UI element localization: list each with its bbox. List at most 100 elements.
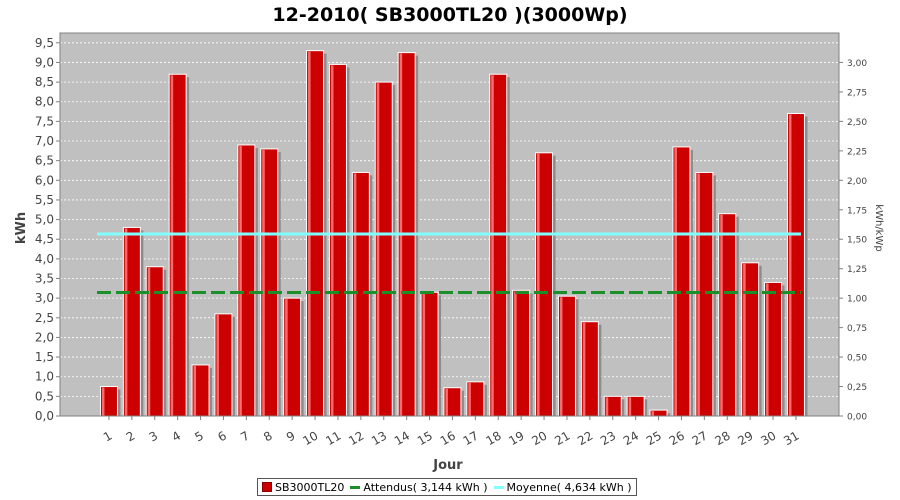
bar-highlight (491, 75, 494, 416)
bar-highlight (788, 114, 792, 417)
x-tick-label: 25 (644, 428, 664, 448)
x-tick-label: 12 (346, 428, 366, 448)
bar-highlight (468, 382, 471, 416)
y-tick-label: 5,5 (35, 193, 54, 207)
x-tick-label: 3 (147, 428, 161, 444)
bar-highlight (605, 397, 609, 416)
x-tick-label: 29 (735, 428, 755, 448)
x-tick-label: 26 (667, 428, 687, 448)
x-tick-label: 21 (552, 428, 572, 448)
legend-item-production: SB3000TL20 (262, 481, 344, 494)
legend-item-expected: Attendus( 3,144 kWh ) (350, 480, 488, 494)
bar-highlight (101, 387, 105, 416)
bar-highlight (674, 147, 677, 416)
x-tick-label: 6 (215, 428, 229, 444)
y2-tick-label: 0,25 (847, 383, 867, 393)
y-tick-label: 8,5 (35, 75, 54, 89)
bar-highlight (170, 75, 174, 416)
bar-highlight (216, 314, 219, 416)
y-tick-label: 0,5 (35, 389, 54, 403)
y-tick-label: 6,0 (35, 173, 54, 187)
x-tick-label: 27 (690, 428, 710, 448)
y-tick-label: 5,0 (35, 213, 54, 227)
bar-highlight (582, 322, 586, 416)
bar-highlight (445, 388, 448, 416)
chart-title: 12-2010( SB3000TL20 )(3000Wp) (272, 4, 627, 26)
bar-highlight (720, 214, 723, 416)
legend: SB3000TL20 Attendus( 3,144 kWh ) Moyenne… (257, 478, 637, 496)
y-tick-label: 3,0 (35, 291, 54, 305)
bar-highlight (239, 145, 242, 416)
x-tick-label: 2 (124, 428, 138, 444)
y-tick-label: 6,5 (35, 154, 54, 168)
x-tick-label: 10 (300, 428, 320, 448)
legend-swatch-production (262, 482, 272, 492)
x-tick-label: 17 (461, 428, 481, 448)
bar-highlight (766, 283, 769, 416)
y-tick-label: 0,0 (35, 409, 54, 423)
y2-tick-label: 1,50 (847, 236, 867, 246)
x-tick-label: 19 (506, 428, 526, 448)
bar-highlight (422, 293, 426, 416)
y-tick-label: 4,0 (35, 252, 54, 266)
x-tick-label: 22 (575, 428, 595, 448)
y-tick-label: 1,5 (35, 350, 54, 364)
y2-tick-label: 1,25 (847, 265, 867, 275)
bar-highlight (628, 397, 632, 416)
bar-highlight (559, 297, 563, 416)
bar-highlight (514, 291, 517, 416)
x-tick-label: 4 (170, 428, 184, 444)
x-tick-label: 13 (369, 428, 389, 448)
y-tick-label: 9,5 (35, 36, 54, 50)
bar-highlight (651, 411, 655, 416)
legend-label-average: Moyenne( 4,634 kWh ) (506, 480, 632, 494)
legend-label-expected: Attendus( 3,144 kWh ) (363, 480, 488, 494)
x-tick-label: 7 (238, 428, 252, 444)
bar-highlight (147, 267, 151, 416)
legend-label-production: SB3000TL20 (275, 480, 345, 494)
y-tick-label: 8,0 (35, 95, 54, 109)
x-tick-label: 28 (713, 428, 733, 448)
y2-tick-label: 2,00 (847, 177, 867, 187)
bar-highlight (376, 83, 380, 416)
legend-swatch-expected (350, 485, 361, 489)
y-tick-label: 3,5 (35, 272, 54, 286)
x-tick-label: 9 (284, 428, 298, 444)
bar-highlight (262, 149, 265, 416)
bar-highlight (124, 228, 128, 416)
y2-tick-label: 2,75 (847, 88, 867, 98)
y2-tick-label: 2,50 (847, 118, 867, 128)
bar-highlight (193, 365, 197, 416)
legend-swatch-average (493, 485, 504, 489)
bar-highlight (330, 65, 334, 416)
y-tick-label: 2,5 (35, 311, 54, 325)
x-tick-label: 15 (415, 428, 435, 448)
bar-highlight (743, 263, 746, 416)
x-tick-label: 24 (621, 428, 641, 448)
x-tick-label: 11 (323, 428, 343, 448)
y2-tick-label: 3,00 (847, 59, 867, 69)
y-tick-label: 7,5 (35, 114, 54, 128)
bar-highlight (537, 153, 540, 417)
x-axis-label: Jour (432, 458, 463, 473)
bar-highlight (285, 299, 288, 416)
x-tick-label: 20 (529, 428, 549, 448)
legend-item-average: Moyenne( 4,634 kWh ) (493, 480, 632, 494)
y2-tick-label: 0,50 (847, 354, 867, 364)
y-tick-label: 9,0 (35, 55, 54, 69)
y2-tick-label: 2,25 (847, 147, 867, 157)
x-tick-label: 23 (598, 428, 618, 448)
y-tick-label: 4,5 (35, 232, 54, 246)
x-tick-label: 1 (101, 428, 115, 444)
y-axis-label: kWh (14, 212, 29, 244)
x-tick-label: 30 (758, 428, 778, 448)
y2-tick-label: 1,00 (847, 295, 867, 305)
y2-axis-label: kWh/kWp (873, 204, 884, 251)
y2-tick-label: 1,75 (847, 206, 867, 216)
x-tick-label: 8 (261, 428, 275, 444)
y2-tick-label: 0,00 (847, 413, 867, 423)
bar-highlight (353, 173, 357, 416)
x-tick-label: 31 (781, 428, 801, 448)
y-tick-label: 1,0 (35, 370, 54, 384)
